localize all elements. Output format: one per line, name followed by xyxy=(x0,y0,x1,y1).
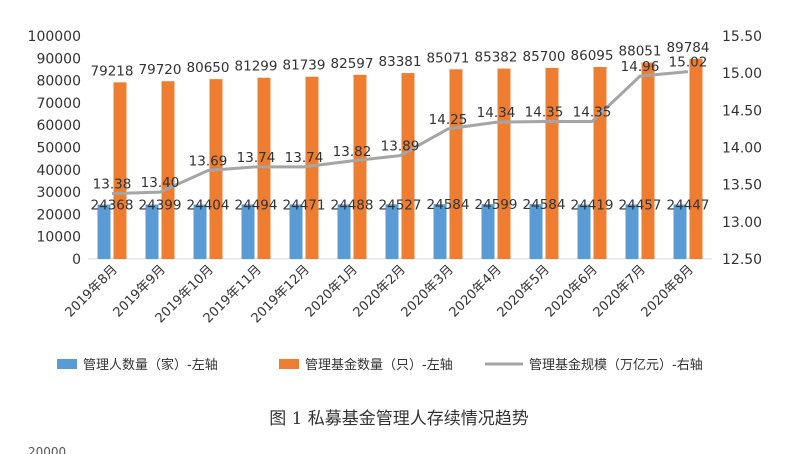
bar-funds-label: 83381 xyxy=(379,54,422,70)
bar-funds-label: 81299 xyxy=(235,59,278,75)
x-axis-labels: 2019年8月2019年9月2019年10月2019年11月2019年12月20… xyxy=(63,262,697,326)
left-axis-tick: 90000 xyxy=(36,51,81,67)
line-series: 13.38 13.40 13.69 13.74 13.74 13.82 13.89 14.25… xyxy=(93,55,708,196)
line-point-label: 13.74 xyxy=(285,150,324,166)
line-fund-scale xyxy=(111,70,689,196)
right-axis-tick: 14.00 xyxy=(722,141,762,157)
bar-funds-label: 82597 xyxy=(331,56,374,72)
right-axis-tick: 13.50 xyxy=(722,178,762,194)
bar-managers xyxy=(625,204,639,259)
left-axis-tick: 0 xyxy=(72,252,81,268)
left-axis-tick: 50000 xyxy=(36,141,81,157)
line-point-label: 13.40 xyxy=(141,175,180,191)
legend: 管理人数量（家）-左轴 管理基金数量（只）-左轴 管理基金规模（万亿元）-右轴 xyxy=(57,357,703,373)
line-point-label: 13.69 xyxy=(189,154,228,170)
right-axis-tick: 13.00 xyxy=(722,215,762,231)
line-point-label: 14.25 xyxy=(429,112,468,128)
bar-funds-label: 89784 xyxy=(667,40,710,56)
bar-managers-label: 24494 xyxy=(235,197,278,213)
line-point-label: 15.02 xyxy=(669,55,708,71)
x-axis-tick: 2020年8月 xyxy=(639,262,697,320)
left-axis-tick: 30000 xyxy=(36,185,81,201)
next-chart-stub: 20000 xyxy=(28,445,66,454)
bar-funds-label: 79720 xyxy=(139,62,182,78)
left-axis-tick: 10000 xyxy=(36,230,81,246)
left-axis: 0 10000 20000 30000 40000 50000 60000 70000 8000… xyxy=(28,29,712,268)
bar-managers-label: 24447 xyxy=(667,197,710,213)
right-axis-tick: 14.50 xyxy=(722,103,762,119)
bar-funds xyxy=(545,67,559,259)
bar-funds xyxy=(401,73,415,260)
bar-managers xyxy=(289,204,303,259)
left-axis-tick: 60000 xyxy=(36,118,81,134)
bar-managers xyxy=(337,204,351,259)
bar-funds-label: 80650 xyxy=(187,60,230,76)
bar-funds xyxy=(497,68,511,259)
bar-funds-label: 88051 xyxy=(619,44,662,60)
bar-funds xyxy=(161,81,175,260)
bar-managers-label: 24457 xyxy=(619,197,662,213)
line-point-label: 13.74 xyxy=(237,150,276,166)
bar-managers xyxy=(145,204,159,259)
bar-managers-label: 24419 xyxy=(571,198,614,214)
left-axis-tick: 100000 xyxy=(28,29,81,45)
bar-funds xyxy=(689,58,703,260)
bar-managers xyxy=(385,204,399,259)
line-point-label: 13.38 xyxy=(93,177,132,193)
right-axis-tick: 15.50 xyxy=(722,29,762,45)
right-axis-tick: 15.00 xyxy=(722,66,762,82)
right-axis: 12.50 13.00 13.50 14.00 14.50 15.00 15.50 xyxy=(722,29,762,268)
legend-label-funds: 管理基金数量（只）-左轴 xyxy=(305,357,453,373)
bar-funds xyxy=(305,76,319,259)
right-axis-tick: 12.50 xyxy=(722,252,762,268)
bar-managers-label: 24399 xyxy=(139,198,182,214)
bar-managers xyxy=(673,204,687,259)
bar-funds xyxy=(257,77,271,259)
legend-label-scale: 管理基金规模（万亿元）-右轴 xyxy=(529,357,703,373)
bar-funds xyxy=(113,82,127,259)
bar-funds-label: 86095 xyxy=(571,48,614,64)
bar-managers xyxy=(241,204,255,259)
bar-managers xyxy=(481,204,495,259)
legend-swatch-funds xyxy=(279,359,299,369)
bar-managers xyxy=(577,204,591,259)
bar-managers xyxy=(433,204,447,259)
figure-caption: 图 1 私募基金管理人存续情况趋势 xyxy=(269,409,529,429)
line-point-label: 13.82 xyxy=(333,144,372,160)
legend-label-managers: 管理人数量（家）-左轴 xyxy=(83,357,218,373)
bar-managers xyxy=(97,204,111,259)
left-axis-tick: 20000 xyxy=(36,207,81,223)
bar-managers-label: 24368 xyxy=(91,198,134,214)
bar-funds-label: 85071 xyxy=(427,50,470,66)
bar-managers-label: 24471 xyxy=(283,197,326,213)
bar-managers-label: 24599 xyxy=(475,197,518,213)
bar-managers-label: 24584 xyxy=(427,197,470,213)
line-point-label: 14.96 xyxy=(621,59,660,75)
line-point-label: 13.89 xyxy=(381,139,420,155)
bar-funds-label: 85382 xyxy=(475,50,518,66)
bar-funds xyxy=(593,67,607,259)
bar-funds-label: 85700 xyxy=(523,49,566,65)
bar-managers xyxy=(193,204,207,259)
left-axis-tick: 80000 xyxy=(36,74,81,90)
left-axis-tick: 70000 xyxy=(36,96,81,112)
bar-managers xyxy=(529,204,543,259)
bar-funds xyxy=(353,74,367,260)
legend-swatch-managers xyxy=(57,359,77,369)
line-point-label: 14.35 xyxy=(573,104,612,120)
bar-managers-label: 24488 xyxy=(331,197,374,213)
bar-managers-label: 24584 xyxy=(523,197,566,213)
line-point-label: 14.35 xyxy=(525,104,564,120)
left-axis-tick: 40000 xyxy=(36,163,81,179)
bar-funds-label: 81739 xyxy=(283,58,326,74)
line-point-label: 14.34 xyxy=(477,105,516,121)
bar-managers-label: 24527 xyxy=(379,197,422,213)
bar-series: 79218 24368 79720 24399 80650 24404 81299 24494… xyxy=(91,40,710,260)
bar-funds-label: 79218 xyxy=(91,63,134,79)
bar-funds xyxy=(449,69,463,259)
bar-managers-label: 24404 xyxy=(187,198,230,214)
bar-funds xyxy=(641,62,655,259)
